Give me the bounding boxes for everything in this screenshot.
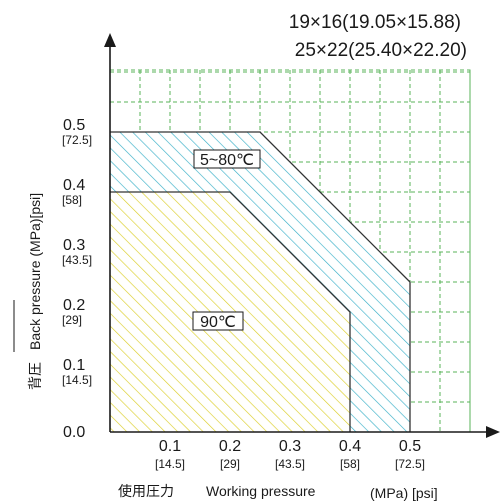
region-label-5-80: 5~80℃ [200, 152, 254, 169]
x-axis-title-en: Working pressure [206, 483, 316, 499]
chart-title-line-2: 25×22(25.40×22.20) [295, 40, 467, 61]
y-tick-label: 0.4 [63, 177, 85, 194]
y-tick-label: 0.5 [63, 117, 85, 134]
y-axis-arrow [104, 33, 116, 47]
y-tick-sublabel: [43.5] [62, 253, 92, 267]
y-axis-title-en: Back pressure (MPa)[psi] [27, 193, 43, 350]
x-tick-sublabel: [14.5] [155, 457, 185, 471]
x-axis-arrow [486, 426, 500, 438]
y-axis-title: 背圧 Back pressure (MPa)[psi] [27, 193, 43, 390]
x-tick-label: 0.4 [339, 438, 361, 455]
region-label-box-5-80 [193, 149, 261, 169]
y-tick-sublabel: [58] [62, 193, 82, 207]
region-label-90: 90℃ [200, 314, 236, 331]
x-tick-sublabel: [29] [220, 457, 240, 471]
y-tick-label: 0.2 [63, 297, 85, 314]
x-axis-title-jp: 使用圧力 [118, 483, 174, 499]
regions [110, 131, 411, 432]
x-tick-label: 0.5 [399, 438, 421, 455]
region-label-box-90 [192, 311, 244, 331]
x-tick-sublabel: [43.5] [275, 457, 305, 471]
tick-labels: 0.1[14.5]0.2[29]0.3[43.5]0.4[58]0.5[72.5… [62, 117, 425, 471]
y-tick-label: 0.3 [63, 237, 85, 254]
chart-title-line-1: 19×16(19.05×15.88) [289, 12, 461, 33]
x-tick-label: 0.2 [219, 438, 241, 455]
y-tick-sublabel: [14.5] [62, 373, 92, 387]
x-tick-label: 0.1 [159, 438, 181, 455]
x-tick-sublabel: [72.5] [395, 457, 425, 471]
region-5-80-outline [110, 131, 411, 432]
region-90-outline [110, 191, 351, 432]
y-tick-label: 0.1 [63, 357, 85, 374]
y-tick-label: 0.0 [63, 424, 85, 441]
y-axis-title-jp: 背圧 [27, 362, 43, 390]
y-tick-sublabel: [29] [62, 313, 82, 327]
x-axis-unit: (MPa) [psi] [370, 485, 438, 501]
x-tick-sublabel: [58] [340, 457, 360, 471]
y-tick-sublabel: [72.5] [62, 133, 92, 147]
x-tick-label: 0.3 [279, 438, 301, 455]
